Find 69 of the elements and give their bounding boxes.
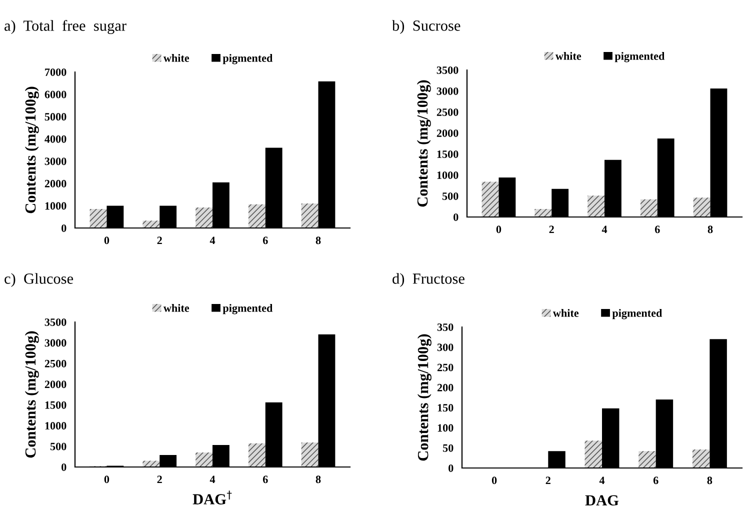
x-tick-label: 2 <box>157 476 162 484</box>
x-tick-label: 6 <box>654 226 660 234</box>
y-tick-label: 500 <box>442 192 458 200</box>
y-tick-label: 1500 <box>45 401 66 409</box>
y-axis-title: Contents (mg/100g) <box>417 334 432 461</box>
legend-label: white <box>163 54 190 62</box>
y-tick-label: 0 <box>454 213 458 221</box>
chart-title: c) Glucose <box>4 273 74 287</box>
x-tick-label: 0 <box>492 476 497 484</box>
chart-title: a) Total free sugar <box>4 20 126 34</box>
y-tick-label: 3000 <box>436 87 458 95</box>
y-tick-label: 1000 <box>45 422 66 430</box>
x-tick-label: 6 <box>653 476 658 484</box>
legend-label: white <box>555 52 582 60</box>
chart-title: b) Sucrose <box>392 20 460 34</box>
y-tick-label: 6000 <box>44 90 66 98</box>
y-tick-label: 3500 <box>44 318 66 326</box>
y-tick-label: 2000 <box>44 380 66 388</box>
y-tick-label: 1000 <box>437 171 458 179</box>
y-tick-label: 3000 <box>44 339 66 347</box>
y-tick-label: 200 <box>437 384 454 392</box>
y-axis-title: Contents (mg/100g) <box>24 331 39 458</box>
legend-label: white <box>163 304 190 312</box>
x-tick-label: 8 <box>316 476 321 484</box>
y-tick-label: 350 <box>437 323 454 331</box>
y-tick-label: 250 <box>437 364 454 372</box>
y-tick-label: 0 <box>448 464 454 472</box>
y-tick-label: 150 <box>438 404 454 412</box>
y-tick-label: 1500 <box>437 150 458 158</box>
y-tick-label: 4000 <box>44 135 66 143</box>
x-tick-label: 2 <box>549 226 554 234</box>
x-tick-label: 2 <box>157 236 162 244</box>
y-tick-label: 2000 <box>44 180 66 188</box>
x-tick-label: 8 <box>708 226 713 234</box>
y-tick-label: 500 <box>50 442 66 450</box>
y-tick-label: 100 <box>438 424 454 432</box>
legend-label: pigmented <box>222 304 273 314</box>
y-tick-label: 2500 <box>44 360 66 368</box>
y-tick-label: 1000 <box>45 202 66 210</box>
chart-title: d) Fructose <box>392 273 464 287</box>
y-tick-label: 5000 <box>44 113 66 121</box>
x-tick-label: 6 <box>262 236 268 244</box>
y-tick-label: 50 <box>443 444 454 452</box>
y-tick-label: 2000 <box>436 129 458 137</box>
x-tick-label: 2 <box>546 476 550 484</box>
y-axis-title: Contents (mg/100g) <box>24 86 39 214</box>
x-tick-label: 0 <box>104 236 110 244</box>
x-tick-label: 4 <box>210 236 216 244</box>
x-tick-label: 8 <box>707 476 712 484</box>
y-tick-label: 7000 <box>45 68 66 76</box>
y-tick-label: 2500 <box>436 108 458 116</box>
x-tick-label: 0 <box>496 226 502 234</box>
x-tick-label: 6 <box>262 476 268 484</box>
x-tick-label: 8 <box>316 236 321 244</box>
x-axis-title: DAG <box>585 495 619 506</box>
x-axis-title: DAG$^{†}$ <box>192 490 232 504</box>
legend-label: white <box>552 309 579 317</box>
legend-label: pigmented <box>614 52 665 62</box>
x-tick-label: 0 <box>104 476 110 484</box>
legend-label: pigmented <box>222 54 273 64</box>
legend-label: pigmented <box>612 309 662 320</box>
y-tick-label: 0 <box>62 463 66 471</box>
x-tick-label: 4 <box>599 476 605 484</box>
x-tick-label: 4 <box>210 476 216 484</box>
y-tick-label: 300 <box>437 344 454 352</box>
y-tick-label: 3000 <box>44 158 66 166</box>
x-tick-label: 4 <box>602 226 608 234</box>
y-tick-label: 3500 <box>436 66 458 74</box>
y-axis-title: Contents (mg/100g) <box>416 80 431 207</box>
